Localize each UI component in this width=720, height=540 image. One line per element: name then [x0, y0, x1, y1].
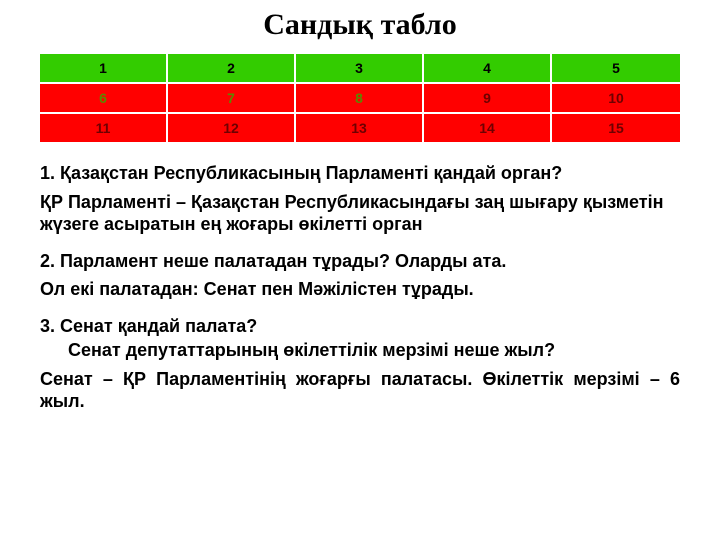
grid-cell: 13: [296, 112, 424, 142]
question-3: 3. Сенат қандай палата?: [40, 315, 680, 338]
grid-cell: 10: [552, 82, 680, 112]
grid-cell: 5: [552, 52, 680, 82]
grid-cell: 4: [424, 52, 552, 82]
grid-cell: 6: [40, 82, 168, 112]
question-3b: Сенат депутаттарының өкілеттілік мерзімі…: [68, 339, 680, 362]
grid-cell: 3: [296, 52, 424, 82]
grid-cell: 11: [40, 112, 168, 142]
answer-2: Ол екі палатадан: Сенат пен Мәжілістен т…: [40, 278, 680, 301]
page-title: Сандық табло: [40, 8, 680, 42]
grid-cell: 12: [168, 112, 296, 142]
qa-block: 1. Қазақстан Республикасының Парламенті …: [40, 162, 680, 413]
answer-3: Сенат – ҚР Парламентінің жоғарғы палатас…: [40, 368, 680, 413]
grid-cell: 15: [552, 112, 680, 142]
grid-cell: 2: [168, 52, 296, 82]
grid-cell: 8: [296, 82, 424, 112]
grid-cell: 1: [40, 52, 168, 82]
number-grid: 123456789101112131415: [40, 52, 680, 144]
grid-cell: 7: [168, 82, 296, 112]
question-1: 1. Қазақстан Республикасының Парламенті …: [40, 162, 680, 185]
grid-cell: 9: [424, 82, 552, 112]
grid-cell: 14: [424, 112, 552, 142]
question-2: 2. Парламент неше палатадан тұрады? Олар…: [40, 250, 680, 273]
answer-1: ҚР Парламенті – Қазақстан Республикасынд…: [40, 191, 680, 236]
